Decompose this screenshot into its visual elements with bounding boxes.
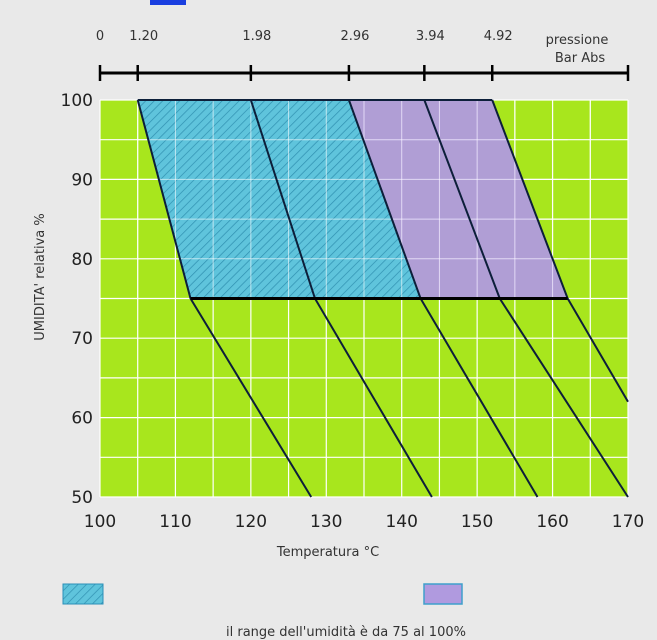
x-axis-label: Temperatura °C (276, 545, 379, 560)
legend-swatch-hatched (62, 583, 104, 605)
x-tick-label: 130 (310, 512, 342, 532)
pressure-tick-label: 2.96 (340, 29, 369, 44)
curves (136, 99, 629, 498)
x-tick-label: 120 (235, 512, 267, 532)
top-link-strip (150, 0, 186, 5)
isobar-line-1 (136, 99, 313, 498)
y-tick-label: 90 (71, 170, 93, 190)
region-hatched-blue (137, 100, 421, 299)
y-tick-label: 80 (71, 250, 93, 270)
y-tick-label: 50 (71, 488, 93, 508)
x-tick-label: 160 (536, 512, 568, 532)
legend-swatch-purple (423, 583, 463, 605)
pressure-tick-label: 0 (96, 29, 104, 44)
y-tick-label: 70 (71, 329, 93, 349)
y-tick-label: 60 (71, 409, 93, 429)
pressure-tick-label: 1.98 (242, 29, 271, 44)
x-tick-labels: 100 110 120 130 140 150 160 170 (84, 512, 644, 532)
pressure-axis: 0 1.20 1.98 2.96 3.94 4.92 (96, 29, 630, 81)
pressure-tick-label: 4.92 (484, 29, 513, 44)
x-tick-label: 170 (612, 512, 644, 532)
pressure-axis-unit: Bar Abs (555, 51, 606, 66)
pressure-tick-label: 1.20 (129, 29, 158, 44)
y-axis-label: UMIDITA' relativa % (33, 213, 48, 340)
x-tick-label: 150 (461, 512, 493, 532)
x-tick-label: 110 (159, 512, 191, 532)
pressure-axis-label: pressione (546, 33, 609, 48)
x-tick-label: 100 (84, 512, 116, 532)
y-tick-labels: 50 60 70 80 90 100 (61, 91, 93, 508)
legend-caption: il range dell'umidità è da 75 al 100% (226, 625, 466, 640)
y-tick-label: 100 (61, 91, 93, 111)
x-tick-label: 140 (385, 512, 417, 532)
pressure-tick-label: 3.94 (416, 29, 445, 44)
